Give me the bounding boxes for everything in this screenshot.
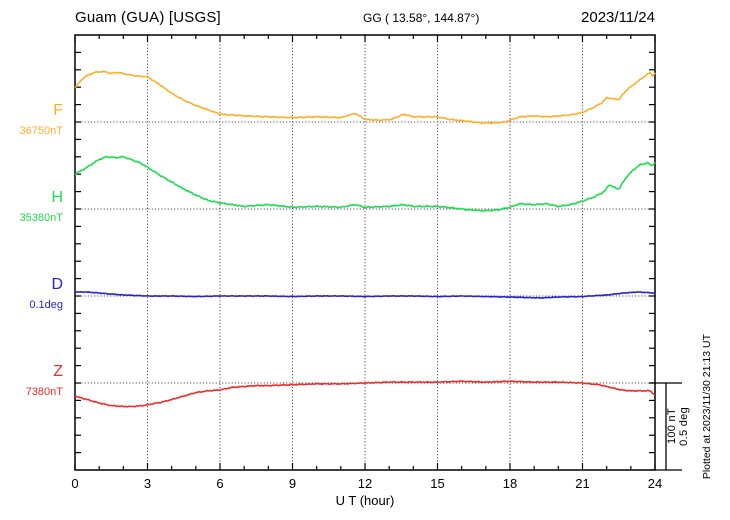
- channel-label-F: F: [53, 102, 63, 119]
- channel-baseline-value-Z: 7380nT: [25, 386, 63, 398]
- trace-F: [74, 70, 656, 125]
- channel-label-H: H: [51, 189, 63, 206]
- channel-label-D: D: [51, 276, 63, 293]
- hour-tick-label-21: 21: [575, 476, 590, 491]
- plot-timestamp-note: Plotted at 2023/11/30 21:13 UT: [701, 328, 713, 486]
- scalebar-line-nt: 100 nT: [666, 408, 678, 445]
- trace-D: [74, 291, 656, 299]
- channel-baseline-value-D: 0.1deg: [29, 299, 63, 311]
- plot-date: 2023/11/24: [581, 9, 655, 26]
- channel-label-Z: Z: [53, 363, 63, 380]
- station-title: Guam (GUA) [USGS]: [75, 9, 221, 26]
- hour-tick-label-6: 6: [216, 476, 224, 491]
- hour-tick-label-12: 12: [357, 476, 373, 491]
- x-axis-label: U T (hour): [335, 493, 395, 508]
- plot-timestamp-text: Plotted at 2023/11/30 21:13 UT: [701, 334, 713, 480]
- channel-baseline-value-H: 35380nT: [19, 212, 63, 224]
- observatory-coords: GG ( 13.58°, 144.87°): [363, 11, 480, 25]
- hour-tick-label-9: 9: [288, 476, 297, 491]
- hour-tick-label-18: 18: [502, 476, 518, 491]
- hour-tick-label-0: 0: [71, 476, 79, 491]
- channel-baseline-value-F: 36750nT: [19, 125, 63, 137]
- hour-tick-label-3: 3: [143, 476, 152, 491]
- trace-Z: [74, 380, 656, 408]
- scalebar-label: 100 nT 0.5 deg: [666, 383, 690, 470]
- hour-tick-label-15: 15: [430, 476, 445, 491]
- trace-H: [74, 155, 656, 212]
- scalebar-line-deg: 0.5 deg: [678, 407, 690, 446]
- hour-tick-label-24: 24: [647, 476, 663, 491]
